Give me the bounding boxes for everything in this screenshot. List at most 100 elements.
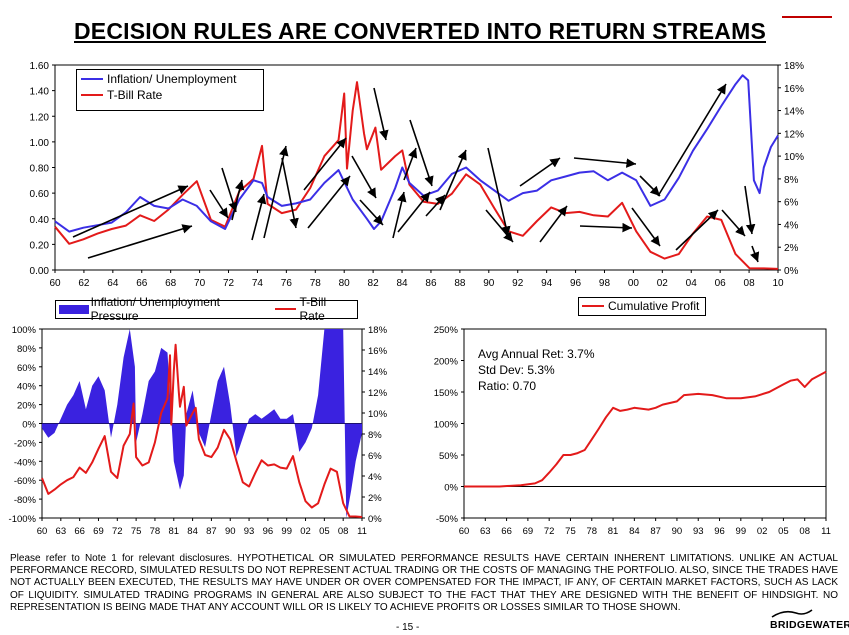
logo-mark: [771, 609, 813, 618]
page-title: DECISION RULES ARE CONVERTED INTO RETURN…: [74, 18, 766, 44]
trend-arrow: [209, 189, 229, 219]
legend-swatch-blue: [81, 78, 103, 80]
y-right-tick-label: 14%: [784, 107, 804, 118]
y-left-tick-label: 1.40: [30, 87, 50, 98]
stat-avg-return: Avg Annual Ret: 3.7%: [478, 347, 595, 361]
x-tick-label: 87: [206, 526, 217, 537]
x-tick-label: 08: [744, 278, 756, 289]
trend-arrow: [221, 167, 238, 213]
x-tick-label: 90: [483, 278, 495, 289]
x-tick-label: 72: [544, 526, 555, 537]
disclaimer-text: Please refer to Note 1 for relevant disc…: [10, 553, 838, 613]
x-tick-label: 60: [459, 526, 470, 537]
x-tick-label: 93: [693, 526, 704, 537]
x-tick-label: 90: [225, 526, 236, 537]
x-tick-label: 62: [78, 278, 90, 289]
legend-swatch-fill: [59, 304, 89, 314]
x-tick-label: 72: [223, 278, 235, 289]
trend-arrow: [403, 147, 418, 181]
y-right-tick-label: 18%: [368, 325, 388, 336]
y-left-tick-label: 80%: [17, 344, 37, 355]
y-left-tick-label: 0%: [22, 420, 36, 431]
trend-arrow: [573, 157, 637, 168]
legend-label-pressure: Inflation/ Unemployment Pressure: [90, 295, 220, 323]
y-right-tick-label: 12%: [368, 388, 388, 399]
x-tick-label: 63: [56, 526, 67, 537]
y-tick-label: -50%: [436, 514, 459, 525]
legend-item-tbill: T-Bill Rate: [81, 87, 259, 103]
x-tick-label: 08: [799, 526, 810, 537]
y-tick-label: 50%: [439, 451, 459, 462]
x-tick-label: 70: [194, 278, 206, 289]
trend-arrow: [487, 147, 511, 237]
y-tick-label: 0%: [444, 483, 458, 494]
x-tick-label: 99: [736, 526, 747, 537]
y-tick-label: 200%: [434, 357, 459, 368]
x-tick-label: 66: [74, 526, 85, 537]
x-tick-label: 05: [778, 526, 789, 537]
series-area-pressure: [42, 329, 362, 518]
x-tick-label: 87: [650, 526, 661, 537]
x-tick-label: 84: [187, 526, 198, 537]
trend-arrow: [303, 137, 347, 191]
x-tick-label: 76: [281, 278, 293, 289]
trend-arrow: [351, 155, 377, 199]
legend-swatch-red: [81, 94, 103, 96]
x-tick-label: 11: [821, 526, 831, 537]
x-tick-label: 90: [672, 526, 683, 537]
x-tick-label: 02: [657, 278, 669, 289]
stat-std-dev: Std Dev: 5.3%: [478, 363, 555, 377]
x-tick-label: 02: [757, 526, 768, 537]
x-tick-label: 74: [252, 278, 264, 289]
x-tick-label: 98: [599, 278, 611, 289]
y-left-tick-label: 0.80: [30, 164, 50, 175]
x-tick-label: 88: [454, 278, 466, 289]
legend-item-inflation: Inflation/ Unemployment: [81, 71, 259, 87]
y-left-tick-label: 0.40: [30, 215, 50, 226]
trend-arrow: [539, 205, 568, 243]
trend-arrow: [519, 157, 561, 187]
x-tick-label: 66: [501, 526, 512, 537]
y-left-tick-label: 40%: [17, 382, 37, 393]
legend-label-cumulative: Cumulative Profit: [608, 299, 700, 313]
y-left-tick-label: 0.60: [30, 189, 50, 200]
x-tick-label: 78: [310, 278, 322, 289]
y-right-tick-label: 10%: [784, 152, 804, 163]
y-right-tick-label: 0%: [784, 266, 799, 277]
y-right-tick-label: 2%: [368, 493, 382, 504]
x-tick-label: 04: [686, 278, 698, 289]
x-tick-label: 02: [300, 526, 311, 537]
y-right-tick-label: 8%: [368, 430, 382, 441]
stats-box: Avg Annual Ret: 3.7% Std Dev: 5.3% Ratio…: [478, 346, 595, 394]
x-tick-label: 08: [338, 526, 349, 537]
trend-arrow: [485, 209, 514, 243]
trend-arrow: [251, 193, 267, 241]
y-right-tick-label: 10%: [368, 409, 388, 420]
x-tick-label: 69: [523, 526, 534, 537]
trend-arrow: [281, 157, 299, 229]
trend-arrow: [425, 194, 446, 217]
page-number: - 15 -: [396, 622, 420, 633]
y-right-tick-label: 8%: [784, 175, 799, 186]
title-rule: [782, 16, 832, 18]
legend-swatch-red3: [582, 305, 604, 307]
x-tick-label: 10: [772, 278, 784, 289]
y-right-tick-label: 12%: [784, 129, 804, 140]
trend-arrow: [657, 83, 727, 197]
x-tick-label: 75: [565, 526, 576, 537]
series-line-cumulative: [464, 370, 827, 488]
y-left-tick-label: 1.60: [30, 61, 50, 72]
series-line-tbill: [54, 81, 779, 270]
trend-arrow: [409, 119, 434, 187]
x-tick-label: 93: [244, 526, 255, 537]
legend-label-tbill: T-Bill Rate: [107, 88, 163, 102]
legend-label-inflation: Inflation/ Unemployment: [107, 72, 237, 86]
legend-item-cumulative: Cumulative Profit: [582, 298, 702, 314]
y-right-tick-label: 16%: [784, 84, 804, 95]
x-tick-label: 78: [586, 526, 597, 537]
trend-arrow: [721, 209, 746, 237]
x-tick-label: 81: [168, 526, 179, 537]
trend-arrow: [231, 179, 245, 221]
trend-arrow: [373, 87, 389, 141]
